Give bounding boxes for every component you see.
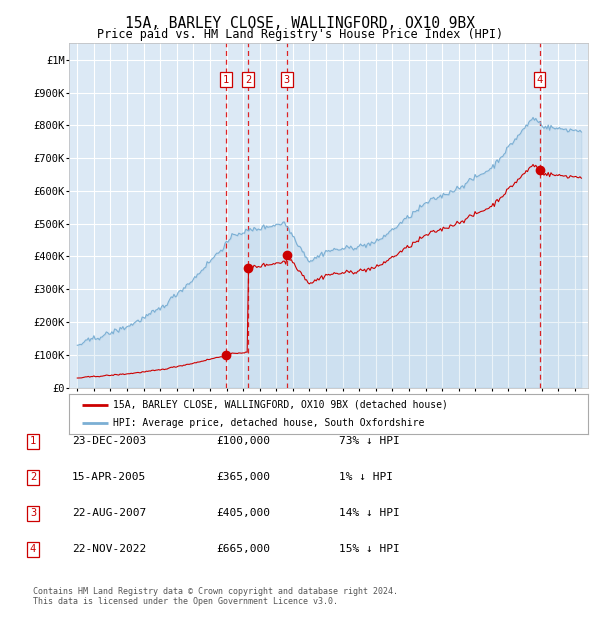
Text: 15% ↓ HPI: 15% ↓ HPI <box>339 544 400 554</box>
Text: £665,000: £665,000 <box>216 544 270 554</box>
Text: 1% ↓ HPI: 1% ↓ HPI <box>339 472 393 482</box>
Text: HPI: Average price, detached house, South Oxfordshire: HPI: Average price, detached house, Sout… <box>113 418 424 428</box>
Text: 14% ↓ HPI: 14% ↓ HPI <box>339 508 400 518</box>
Text: £405,000: £405,000 <box>216 508 270 518</box>
Text: £100,000: £100,000 <box>216 436 270 446</box>
Text: 15A, BARLEY CLOSE, WALLINGFORD, OX10 9BX (detached house): 15A, BARLEY CLOSE, WALLINGFORD, OX10 9BX… <box>113 399 448 410</box>
Text: 1: 1 <box>223 74 229 84</box>
Text: 73% ↓ HPI: 73% ↓ HPI <box>339 436 400 446</box>
Text: 4: 4 <box>536 74 543 84</box>
Text: 22-AUG-2007: 22-AUG-2007 <box>72 508 146 518</box>
Text: Price paid vs. HM Land Registry's House Price Index (HPI): Price paid vs. HM Land Registry's House … <box>97 29 503 41</box>
Text: £365,000: £365,000 <box>216 472 270 482</box>
Text: 3: 3 <box>30 508 36 518</box>
Text: 1: 1 <box>30 436 36 446</box>
Text: 3: 3 <box>284 74 290 84</box>
Text: 4: 4 <box>30 544 36 554</box>
Text: 2: 2 <box>30 472 36 482</box>
Text: 15-APR-2005: 15-APR-2005 <box>72 472 146 482</box>
Text: 15A, BARLEY CLOSE, WALLINGFORD, OX10 9BX: 15A, BARLEY CLOSE, WALLINGFORD, OX10 9BX <box>125 16 475 31</box>
Text: Contains HM Land Registry data © Crown copyright and database right 2024.
This d: Contains HM Land Registry data © Crown c… <box>33 587 398 606</box>
Text: 23-DEC-2003: 23-DEC-2003 <box>72 436 146 446</box>
Text: 2: 2 <box>245 74 251 84</box>
Text: 22-NOV-2022: 22-NOV-2022 <box>72 544 146 554</box>
